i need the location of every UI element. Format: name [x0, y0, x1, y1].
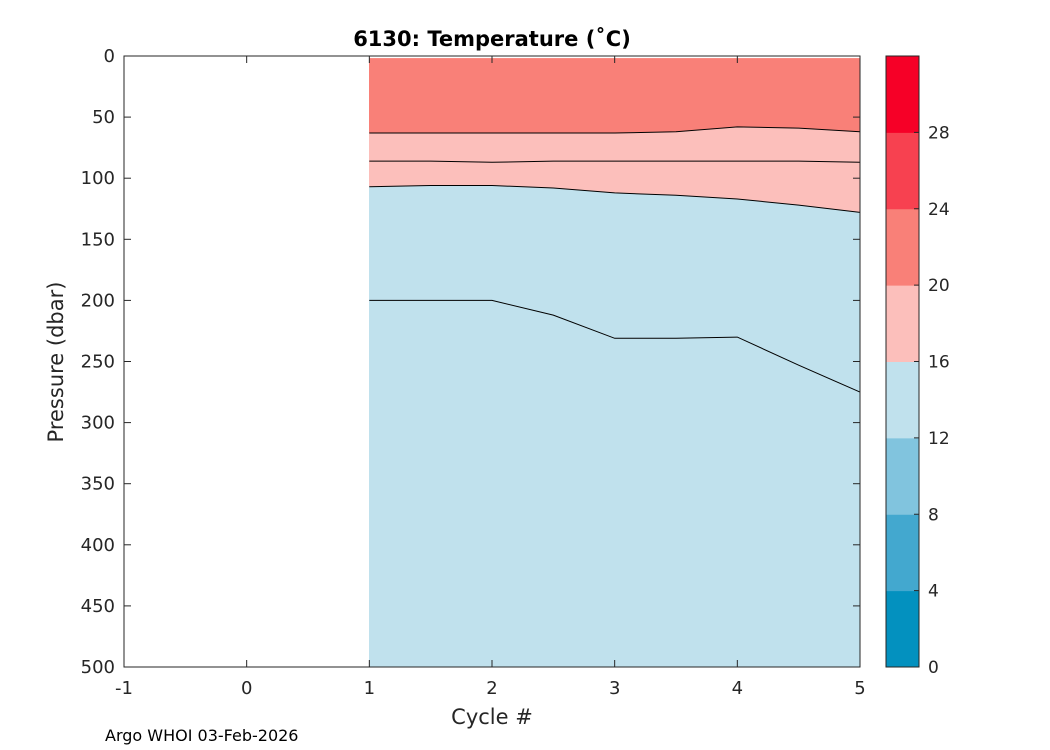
y-tick-label: 0	[104, 46, 115, 67]
colorbar-segment-12-16	[886, 361, 919, 439]
colorbar-tick-label: 16	[928, 353, 950, 373]
y-axis-label: Pressure (dbar)	[44, 282, 68, 443]
x-tick-label: 3	[609, 678, 620, 699]
y-tick-label: 50	[92, 107, 115, 128]
x-tick-label: 0	[241, 678, 252, 699]
y-tick-label: 350	[81, 474, 115, 495]
x-axis-ticks: -1 0 1 2 3 4 5	[115, 56, 866, 699]
y-tick-label: 300	[81, 413, 115, 434]
isotherm-14	[369, 299, 861, 393]
isotherm-20	[369, 126, 861, 134]
colorbar-segment-16-20	[886, 285, 919, 362]
colorbar-segment-8-12	[886, 437, 919, 515]
y-tick-label: 200	[81, 290, 115, 311]
colorbar-segment-0-4	[886, 590, 919, 668]
x-tick-label: 1	[364, 678, 375, 699]
x-tick-label: 5	[854, 678, 865, 699]
contour-band-12-16	[369, 185, 861, 668]
y-tick-label: 400	[81, 535, 115, 556]
colorbar-tick-label: 28	[928, 123, 950, 143]
colorbar-tick-label: 4	[928, 582, 939, 602]
isotherm-16	[369, 185, 861, 213]
contour-bands	[369, 58, 861, 668]
colorbar-segment-20-24	[886, 208, 919, 286]
x-tick-label: 2	[486, 678, 497, 699]
colorbar-tick-label: 12	[928, 429, 950, 449]
isotherm-lines	[369, 126, 861, 393]
colorbar: 0 4 8 12 16 20 24 28	[885, 55, 950, 678]
y-tick-label: 150	[81, 229, 115, 250]
y-tick-label: 500	[81, 657, 115, 678]
colorbar-tick-label: 20	[928, 276, 950, 296]
colorbar-tick-label: 0	[928, 658, 939, 678]
y-axis-ticks: 0 50 100 150 200 250 300 350 400 450 500	[81, 46, 860, 678]
plot-area: -1 0 1 2 3 4 5 0 50 100 150 200 250 300 350 400 450 500	[81, 46, 866, 699]
colorbar-tick-label: 8	[928, 505, 939, 525]
chart-title: 6130: Temperature (˚C)	[353, 27, 631, 51]
x-axis-label: Cycle #	[451, 705, 533, 729]
colorbar-segment-4-8	[886, 514, 919, 592]
footer-credit: Argo WHOI 03-Feb-2026	[105, 726, 298, 745]
y-tick-label: 250	[81, 352, 115, 373]
colorbar-segment-24-28	[886, 132, 919, 210]
isotherm-18	[369, 160, 861, 163]
colorbar-segment-28-32	[886, 56, 919, 133]
x-tick-label: -1	[115, 678, 133, 699]
colorbar-tick-label: 24	[928, 200, 950, 220]
contour-band-20-24	[369, 58, 861, 134]
y-tick-label: 100	[81, 168, 115, 189]
y-tick-label: 450	[81, 596, 115, 617]
x-tick-label: 4	[732, 678, 743, 699]
